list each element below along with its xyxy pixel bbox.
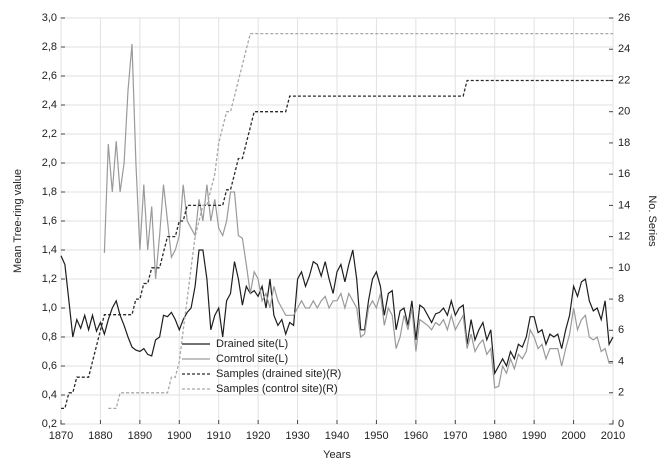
x-tick-label: 1960	[404, 430, 428, 442]
y-tick-label: 1,8	[42, 186, 57, 198]
x-tick-label: 1930	[285, 430, 309, 442]
x-tick-label: 1880	[88, 430, 112, 442]
legend-label: Comtrol site(L)	[216, 353, 288, 365]
y2-tick-label: 2	[618, 387, 624, 399]
series-line	[61, 79, 613, 410]
y2-tick-label: 20	[618, 106, 630, 118]
y-tick-label: 1,2	[42, 273, 57, 285]
x-tick-label: 1980	[482, 430, 506, 442]
y2-axis-label: No. Series	[646, 195, 658, 247]
x-tick-label: 2000	[561, 430, 585, 442]
y-tick-label: 2,6	[42, 70, 57, 82]
x-tick-label: 1890	[128, 430, 152, 442]
y2-tick-label: 26	[618, 12, 630, 24]
y2-tick-label: 12	[618, 231, 630, 243]
legend-label: Samples (drained site)(R)	[216, 368, 341, 380]
y-tick-label: 0,4	[42, 389, 57, 401]
series-line	[108, 32, 613, 410]
y2-tick-label: 0	[618, 418, 624, 430]
y-tick-label: 0,2	[42, 418, 57, 430]
y-axis-label: Mean Tree-ring value	[12, 169, 24, 273]
y2-tick-label: 18	[618, 137, 630, 149]
series-line	[60, 249, 614, 376]
x-tick-label: 2010	[601, 430, 625, 442]
y2-tick-label: 4	[618, 355, 624, 367]
x-tick-label: 1950	[364, 430, 388, 442]
y-tick-label: 0,6	[42, 360, 57, 372]
series-line	[103, 44, 613, 389]
y-tick-label: 3,0	[42, 12, 57, 24]
x-tick-label: 1990	[522, 430, 546, 442]
y-tick-label: 1,4	[42, 244, 57, 256]
y-tick-label: 1,0	[42, 302, 57, 314]
y2-tick-label: 16	[618, 168, 630, 180]
x-axis-label: Years	[323, 449, 351, 461]
x-tick-label: 1900	[167, 430, 191, 442]
y-tick-label: 0,8	[42, 331, 57, 343]
y-tick-label: 2,4	[42, 99, 57, 111]
y-tick-label: 2,0	[42, 157, 57, 169]
x-tick-label: 1870	[49, 430, 73, 442]
legend-label: Drained site(L)	[216, 338, 288, 350]
x-tick-label: 1940	[325, 430, 349, 442]
legend-label: Samples (control site)(R)	[216, 383, 338, 395]
y2-tick-label: 10	[618, 262, 630, 274]
y-tick-label: 2,2	[42, 128, 57, 140]
x-tick-label: 1970	[443, 430, 467, 442]
y2-tick-label: 6	[618, 324, 624, 336]
x-tick-label: 1910	[206, 430, 230, 442]
y-tick-label: 2,8	[42, 41, 57, 53]
x-tick-label: 1920	[246, 430, 270, 442]
y2-tick-label: 8	[618, 293, 624, 305]
y2-tick-label: 22	[618, 74, 630, 86]
y2-tick-label: 24	[618, 43, 630, 55]
y2-tick-label: 14	[618, 199, 630, 211]
y-tick-label: 1,6	[42, 215, 57, 227]
